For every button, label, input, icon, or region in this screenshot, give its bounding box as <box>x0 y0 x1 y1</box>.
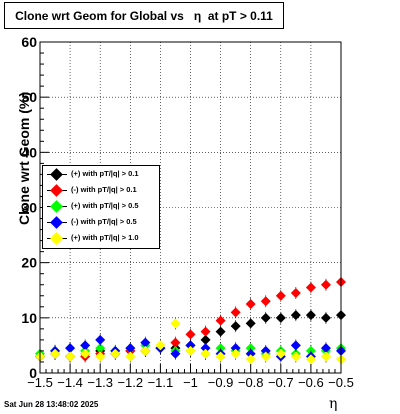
y-axis-label: Clone wrt Geom (%) <box>16 91 32 225</box>
data-point <box>170 337 181 348</box>
x-tick-label: −0.7 <box>268 375 294 390</box>
data-point <box>275 312 286 323</box>
data-point <box>275 348 286 359</box>
data-point <box>80 340 91 351</box>
data-point <box>50 348 61 359</box>
data-point <box>140 337 151 348</box>
data-point <box>215 326 226 337</box>
legend-marker <box>50 200 63 213</box>
data-point <box>305 282 316 293</box>
chart-title: Clone wrt Geom for Global vs η at pT > 0… <box>15 9 273 23</box>
y-tick-label: 30 <box>21 200 37 216</box>
data-point <box>230 348 241 359</box>
data-point <box>200 348 211 359</box>
data-point <box>155 340 166 351</box>
legend-label: (-) with pT/|q| > 0.1 <box>71 185 137 194</box>
data-point <box>260 312 271 323</box>
data-points <box>35 275 346 366</box>
data-point <box>140 345 151 356</box>
data-point <box>95 351 106 362</box>
legend-marker <box>50 232 63 245</box>
x-tick-label: −1.1 <box>148 375 174 390</box>
data-point <box>65 351 76 362</box>
data-point <box>260 351 271 362</box>
legend-entry: (+) with pT/|q| > 0.5 <box>43 199 159 215</box>
data-point <box>320 351 331 362</box>
x-tick-label: −0.8 <box>238 375 264 390</box>
data-point <box>215 351 226 362</box>
x-tick-label: −0.5 <box>328 375 354 390</box>
data-point <box>245 299 256 310</box>
data-point <box>65 343 76 354</box>
data-point <box>200 334 211 345</box>
legend-label: (+) with pT/|q| > 1.0 <box>71 233 139 242</box>
x-tick-label: −0.9 <box>208 375 234 390</box>
data-point <box>200 326 211 337</box>
data-point <box>185 345 196 356</box>
legend-label: (-) with pT/|q| > 0.5 <box>71 217 137 226</box>
legend: (+) with pT/|q| > 0.1 (-) with pT/|q| > … <box>42 165 160 249</box>
data-point <box>125 343 136 354</box>
legend-entry: (-) with pT/|q| > 0.5 <box>43 215 159 231</box>
data-point <box>305 354 316 365</box>
legend-marker <box>50 216 63 229</box>
data-point <box>320 312 331 323</box>
x-tick-label: −1.5 <box>27 375 53 390</box>
legend-marker <box>50 184 63 197</box>
legend-entry: (+) with pT/|q| > 1.0 <box>43 231 159 247</box>
data-point <box>290 340 301 351</box>
data-point <box>95 334 106 345</box>
data-point <box>215 315 226 326</box>
data-point <box>185 329 196 340</box>
data-point <box>170 348 181 359</box>
data-point <box>260 296 271 307</box>
data-point <box>245 318 256 329</box>
legend-label: (+) with pT/|q| > 0.5 <box>71 201 139 210</box>
y-tick-label: 0 <box>29 365 37 381</box>
x-tick-label: −0.6 <box>298 375 324 390</box>
data-point <box>305 310 316 321</box>
y-tick-label: 60 <box>21 34 37 50</box>
title-box: Clone wrt Geom for Global vs η at pT > 0… <box>4 2 284 29</box>
x-tick-label: −1.2 <box>117 375 143 390</box>
data-point <box>80 348 91 359</box>
data-point <box>245 354 256 365</box>
data-point <box>290 288 301 299</box>
data-point <box>290 351 301 362</box>
legend-label: (+) with pT/|q| > 0.1 <box>71 169 139 178</box>
data-point <box>275 290 286 301</box>
data-point <box>320 343 331 354</box>
series-4 <box>35 317 346 366</box>
legend-entry: (-) with pT/|q| > 0.1 <box>43 183 159 199</box>
data-point <box>230 321 241 332</box>
data-point <box>290 310 301 321</box>
x-tick-label: −1 <box>183 375 198 390</box>
data-point <box>125 351 136 362</box>
data-point <box>95 343 106 354</box>
data-point <box>320 279 331 290</box>
legend-marker <box>50 168 63 181</box>
x-tick-label: −1.3 <box>87 375 113 390</box>
data-point <box>230 307 241 318</box>
y-tick-label: 50 <box>21 89 37 105</box>
legend-entry: (+) with pT/|q| > 0.1 <box>43 167 159 183</box>
y-tick-label: 20 <box>21 255 37 271</box>
y-tick-label: 10 <box>21 310 37 326</box>
timestamp: Sat Jun 28 13:48:02 2025 <box>4 400 99 409</box>
x-axis-label: η <box>329 396 338 412</box>
y-tick-label: 40 <box>21 144 37 160</box>
data-point <box>110 348 121 359</box>
axis-ticks: −1.5 −1.4 −1.3 −1.2 −1.1 −1 −0.9 −0.8 −0.7 −0.6 −0… <box>21 34 353 390</box>
x-tick-label: −1.4 <box>57 375 83 390</box>
data-point <box>170 318 181 329</box>
